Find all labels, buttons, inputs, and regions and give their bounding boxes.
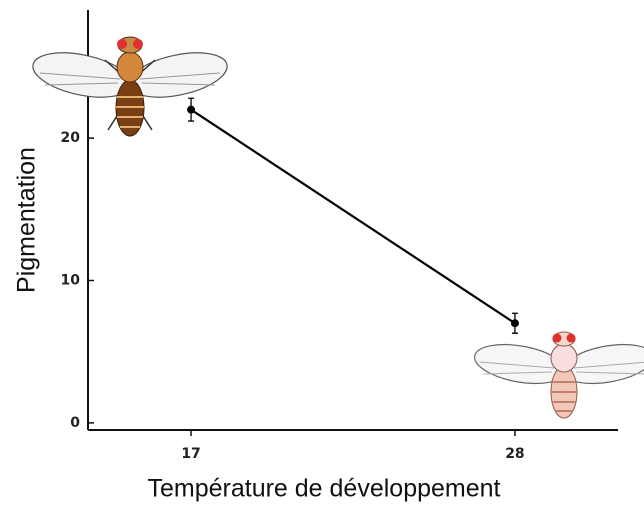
data-line (190, 108, 516, 325)
x-tick-label: 28 (505, 446, 524, 462)
y-tick-label: 20 (61, 130, 81, 146)
y-axis-label: Pigmentation (13, 147, 41, 293)
x-tick-label: 17 (181, 446, 200, 462)
x-axis-label: Température de développement (147, 475, 500, 503)
plot-area: 0 10 20 17 28 (61, 10, 618, 462)
y-tick-label: 10 (61, 273, 81, 289)
pale-fly-illustration (473, 331, 644, 419)
dark-fly-illustration (32, 36, 228, 137)
data-point (510, 319, 519, 328)
y-tick-label: 0 (70, 415, 80, 431)
data-point (187, 105, 196, 114)
